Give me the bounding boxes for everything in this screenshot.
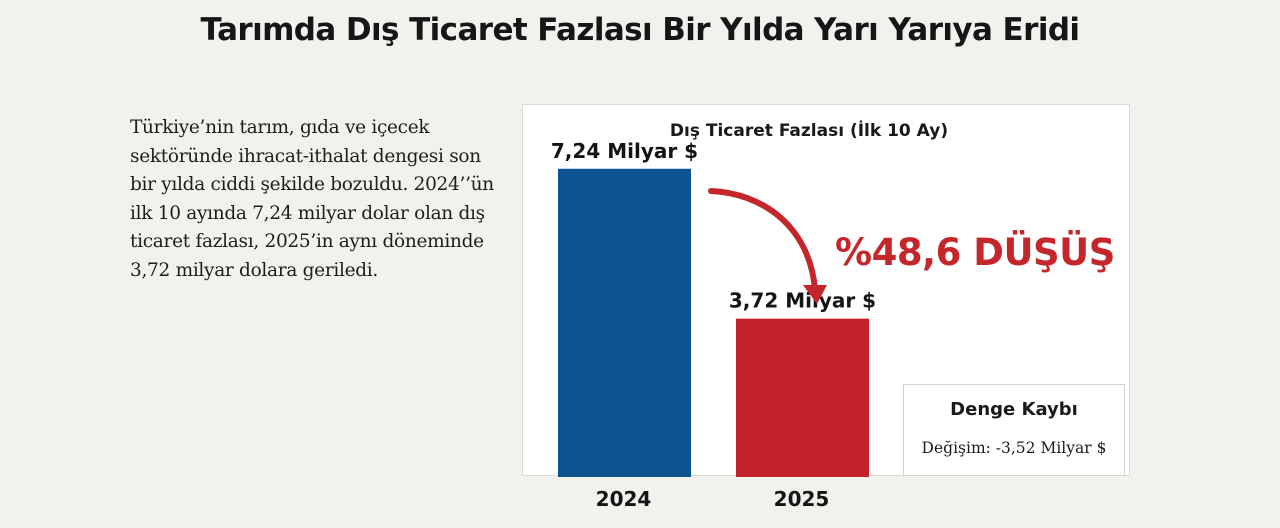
category-label-2024: 2024 [596, 487, 652, 511]
bars-layer: 7,24 Milyar $ 3,72 Milyar $ [551, 139, 876, 477]
balance-loss-title: Denge Kaybı [950, 399, 1078, 420]
balance-loss-box: Denge Kaybı Değişim: -3,52 Milyar $ [903, 384, 1125, 476]
balance-loss-detail: Değişim: -3,52 Milyar $ [921, 439, 1107, 457]
decline-percentage-label: %48,6 DÜŞÜŞ [835, 230, 1115, 274]
value-label-2024: 7,24 Milyar $ [551, 139, 698, 163]
headline: Tarımda Dış Ticaret Fazlası Bir Yılda Ya… [200, 12, 1081, 48]
chart-card: Dış Ticaret Fazlası (İlk 10 Ay) 7,24 Mil… [522, 104, 1130, 477]
bar-2024 [558, 168, 691, 477]
chart-title: Dış Ticaret Fazlası (İlk 10 Ay) [670, 119, 948, 141]
value-label-2025: 3,72 Milyar $ [729, 289, 876, 313]
bar-2025 [736, 318, 869, 477]
decline-arrow [708, 188, 827, 304]
category-label-2025: 2025 [774, 487, 830, 511]
category-labels: 2024 2025 [596, 487, 830, 511]
article-body-text: Türkiye’nin tarım, gıda ve içecek sektör… [130, 117, 494, 281]
bar-chart: Dış Ticaret Fazlası (İlk 10 Ay) 7,24 Mil… [551, 119, 1115, 477]
